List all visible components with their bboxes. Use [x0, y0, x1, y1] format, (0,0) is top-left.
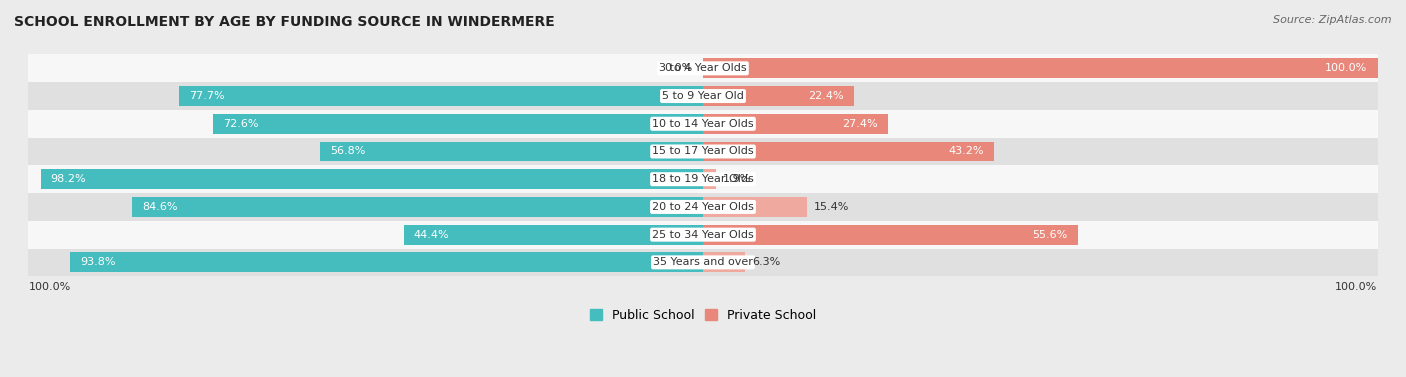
- Text: 20 to 24 Year Olds: 20 to 24 Year Olds: [652, 202, 754, 212]
- Bar: [321, 141, 703, 161]
- Text: 84.6%: 84.6%: [142, 202, 179, 212]
- Text: 43.2%: 43.2%: [949, 147, 984, 156]
- Text: 15.4%: 15.4%: [814, 202, 849, 212]
- Bar: [179, 86, 703, 106]
- Text: 100.0%: 100.0%: [1336, 282, 1378, 292]
- Bar: [703, 252, 745, 272]
- Bar: [132, 197, 703, 217]
- Bar: [703, 58, 1378, 78]
- Text: 6.3%: 6.3%: [752, 257, 780, 267]
- Bar: [214, 114, 703, 134]
- Bar: [703, 169, 716, 189]
- Bar: [703, 141, 994, 161]
- Text: 98.2%: 98.2%: [51, 174, 86, 184]
- Bar: [703, 225, 1078, 245]
- Text: 22.4%: 22.4%: [808, 91, 844, 101]
- Text: 77.7%: 77.7%: [188, 91, 225, 101]
- Bar: [703, 86, 853, 106]
- Text: 1.9%: 1.9%: [723, 174, 751, 184]
- Text: 100.0%: 100.0%: [1324, 63, 1368, 74]
- Text: 18 to 19 Year Olds: 18 to 19 Year Olds: [652, 174, 754, 184]
- Bar: [28, 166, 1378, 193]
- Bar: [41, 169, 703, 189]
- Text: 72.6%: 72.6%: [224, 119, 259, 129]
- Bar: [28, 110, 1378, 138]
- Text: 15 to 17 Year Olds: 15 to 17 Year Olds: [652, 147, 754, 156]
- Bar: [28, 82, 1378, 110]
- Text: 3 to 4 Year Olds: 3 to 4 Year Olds: [659, 63, 747, 74]
- Bar: [28, 138, 1378, 166]
- Bar: [703, 114, 887, 134]
- Text: 35 Years and over: 35 Years and over: [652, 257, 754, 267]
- Text: SCHOOL ENROLLMENT BY AGE BY FUNDING SOURCE IN WINDERMERE: SCHOOL ENROLLMENT BY AGE BY FUNDING SOUR…: [14, 15, 555, 29]
- Text: 5 to 9 Year Old: 5 to 9 Year Old: [662, 91, 744, 101]
- Text: 27.4%: 27.4%: [842, 119, 877, 129]
- Bar: [404, 225, 703, 245]
- Text: 100.0%: 100.0%: [28, 282, 70, 292]
- Text: 56.8%: 56.8%: [330, 147, 366, 156]
- Bar: [28, 193, 1378, 221]
- Text: Source: ZipAtlas.com: Source: ZipAtlas.com: [1274, 15, 1392, 25]
- Text: 55.6%: 55.6%: [1032, 230, 1069, 240]
- Text: 44.4%: 44.4%: [413, 230, 450, 240]
- Legend: Public School, Private School: Public School, Private School: [585, 304, 821, 327]
- Text: 93.8%: 93.8%: [80, 257, 115, 267]
- Bar: [28, 54, 1378, 82]
- Text: 0.0%: 0.0%: [665, 63, 693, 74]
- Bar: [28, 248, 1378, 276]
- Text: 10 to 14 Year Olds: 10 to 14 Year Olds: [652, 119, 754, 129]
- Text: 25 to 34 Year Olds: 25 to 34 Year Olds: [652, 230, 754, 240]
- Bar: [70, 252, 703, 272]
- Bar: [703, 197, 807, 217]
- Bar: [28, 221, 1378, 248]
